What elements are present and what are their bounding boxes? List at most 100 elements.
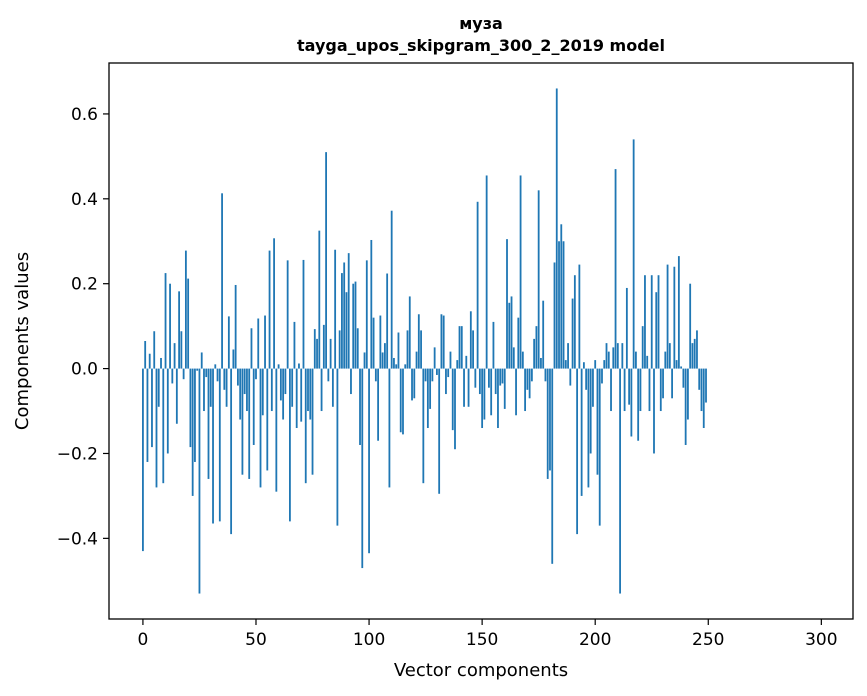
bar-52 (259, 368, 262, 488)
bar-70 (300, 368, 303, 422)
bar-84 (331, 368, 334, 407)
bar-188 (567, 343, 569, 369)
bar-21 (189, 368, 192, 448)
bar-97 (361, 368, 364, 569)
bar-45 (243, 368, 246, 395)
bar-137 (451, 368, 454, 431)
bar-28 (205, 368, 208, 378)
bar-109 (388, 368, 391, 488)
bar-147 (474, 368, 477, 388)
bar-210 (616, 343, 619, 369)
bar-241 (687, 368, 689, 420)
bar-23 (194, 368, 196, 462)
bar-75 (311, 368, 314, 475)
bar-86 (336, 368, 339, 526)
bar-62 (282, 368, 285, 420)
bar-166 (517, 317, 520, 369)
bar-243 (691, 343, 694, 369)
bar-0 (142, 368, 144, 552)
bar-108 (386, 273, 389, 369)
bar-16 (178, 291, 181, 369)
bar-204 (603, 360, 606, 369)
bar-94 (354, 281, 357, 369)
bar-83 (329, 338, 332, 369)
bar-33 (216, 368, 219, 382)
x-tick-label: 150 (466, 630, 498, 650)
y-axis-ticks: −0.4 −0.2 0.0 0.2 0.4 0.6 (57, 105, 109, 549)
bar-141 (460, 326, 463, 369)
bar-215 (628, 368, 631, 405)
bar-201 (596, 368, 599, 475)
bar-73 (307, 368, 309, 412)
bar-212 (621, 343, 624, 369)
bar-207 (610, 368, 612, 412)
bar-238 (680, 366, 683, 369)
bar-107 (383, 343, 386, 369)
bar-72 (304, 368, 307, 484)
bar-12 (169, 283, 171, 369)
bar-110 (390, 210, 393, 369)
bar-170 (526, 368, 529, 390)
bar-153 (488, 368, 490, 388)
bar-49 (252, 368, 255, 445)
bar-139 (456, 360, 459, 369)
x-tick-label: 300 (805, 630, 837, 650)
bar-249 (705, 368, 707, 403)
bar-44 (241, 368, 244, 475)
bar-133 (442, 315, 445, 369)
bar-112 (395, 364, 398, 369)
bar-19 (184, 250, 187, 369)
bar-125 (424, 368, 427, 382)
bar-165 (515, 368, 517, 416)
bar-89 (343, 262, 346, 369)
bar-118 (408, 296, 411, 369)
bar-41 (234, 284, 237, 369)
bar-208 (612, 347, 615, 369)
bar-129 (433, 347, 436, 369)
bar-155 (492, 321, 495, 369)
bar-38 (227, 316, 230, 369)
bar-244 (693, 338, 696, 369)
bar-56 (268, 250, 271, 369)
bar-31 (212, 368, 214, 524)
bar-22 (191, 368, 194, 496)
bar-34 (218, 368, 221, 522)
x-tick-label: 0 (138, 630, 149, 650)
bar-30 (209, 368, 212, 407)
chart-title: муза (459, 14, 503, 33)
bar-77 (316, 338, 318, 369)
bar-126 (426, 368, 429, 429)
y-tick-label: −0.2 (57, 444, 98, 464)
bar-152 (485, 175, 488, 369)
y-tick-label: 0.0 (71, 360, 98, 380)
y-axis-label: Components values (12, 252, 33, 430)
bar-93 (352, 283, 355, 369)
bar-2 (146, 368, 149, 462)
bar-226 (653, 368, 655, 454)
bar-134 (445, 368, 447, 395)
bar-174 (535, 326, 538, 369)
bar-55 (266, 368, 269, 471)
bar-117 (406, 330, 409, 369)
bar-160 (503, 368, 506, 409)
bar-59 (275, 368, 278, 492)
x-tick-label: 50 (245, 630, 267, 650)
bar-54 (264, 315, 266, 369)
bar-148 (476, 201, 479, 369)
bar-57 (270, 368, 273, 412)
bar-191 (573, 275, 576, 369)
bar-175 (537, 190, 540, 369)
bar-247 (700, 368, 703, 412)
bar-25 (198, 368, 201, 594)
bar-131 (438, 368, 441, 494)
bar-91 (347, 253, 350, 369)
bar-171 (528, 368, 531, 399)
bar-159 (501, 368, 504, 384)
bar-116 (404, 364, 407, 369)
bar-181 (551, 368, 554, 564)
bar-13 (171, 368, 174, 384)
bar-162 (508, 302, 511, 369)
bar-58 (273, 238, 275, 369)
bar-14 (173, 343, 176, 369)
bar-224 (648, 368, 651, 412)
